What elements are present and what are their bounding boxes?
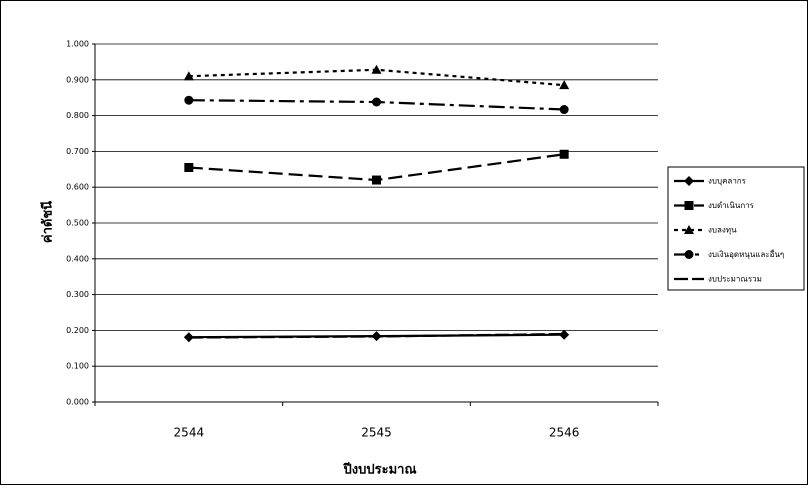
- point: [371, 64, 382, 74]
- legend-label: งบดำเนินการ: [708, 201, 755, 210]
- y-tick-label: 0.000: [66, 398, 89, 407]
- point: [372, 97, 381, 107]
- legend-marker: [684, 176, 694, 186]
- legend-marker: [684, 201, 694, 210]
- y-axis-title: ค่าดัชนี: [40, 201, 56, 243]
- y-tick-label: 0.600: [66, 183, 89, 192]
- point: [372, 175, 381, 185]
- x-tick-label: 2544: [174, 426, 205, 440]
- x-axis-title: ปีงบประมาณ: [342, 462, 416, 478]
- y-tick-label: 0.300: [66, 290, 89, 299]
- y-tick-label: 0.100: [66, 362, 89, 371]
- y-tick-label: 0.700: [66, 147, 89, 156]
- y-tick-label: 0.200: [66, 326, 89, 335]
- point: [559, 329, 570, 340]
- legend-label: งบบุคลากร: [708, 177, 747, 186]
- legend-label: งบประมาณรวม: [708, 275, 762, 284]
- point: [183, 71, 194, 81]
- legend-label: งบลงทุน: [708, 226, 737, 235]
- y-tick-label: 0.800: [66, 111, 89, 120]
- y-tick-label: 0.400: [66, 254, 89, 263]
- point: [184, 163, 194, 173]
- point: [559, 105, 569, 115]
- legend-marker: [684, 225, 694, 234]
- point: [184, 95, 194, 105]
- legend-marker: [684, 250, 694, 259]
- x-tick-label: 2545: [361, 426, 392, 440]
- y-tick-label: 0.900: [66, 75, 89, 84]
- legend-label: งบเงินอุดหนุนและอื่นๆ: [708, 248, 784, 259]
- y-tick-label: 1.000: [66, 40, 89, 49]
- point: [559, 80, 570, 90]
- x-tick-label: 2546: [549, 426, 580, 440]
- y-tick-label: 0.500: [66, 219, 89, 228]
- series-line: [188, 332, 565, 339]
- point: [559, 149, 569, 159]
